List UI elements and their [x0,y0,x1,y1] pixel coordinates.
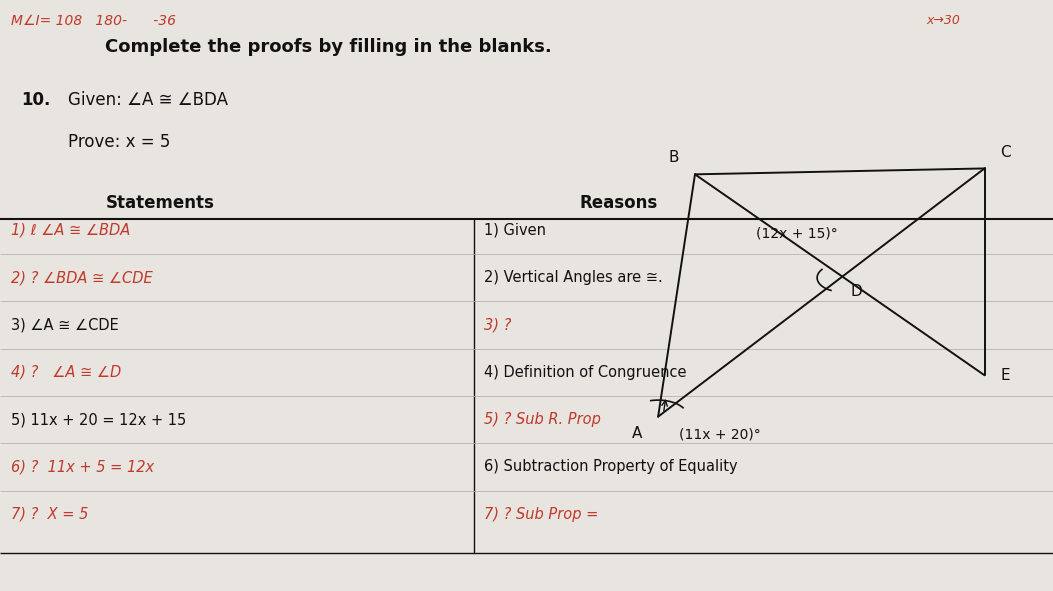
Text: 1) Given: 1) Given [484,223,547,238]
Text: 6) ?  11x + 5 = 12x: 6) ? 11x + 5 = 12x [11,459,154,475]
Text: Complete the proofs by filling in the blanks.: Complete the proofs by filling in the bl… [105,38,552,56]
Text: Reasons: Reasons [579,194,657,212]
Text: Prove: x = 5: Prove: x = 5 [68,133,171,151]
Text: 6) Subtraction Property of Equality: 6) Subtraction Property of Equality [484,459,738,475]
Text: 4) Definition of Congruence: 4) Definition of Congruence [484,365,687,380]
Text: Given: ∠A ≅ ∠BDA: Given: ∠A ≅ ∠BDA [68,92,229,109]
Text: (12x + 15)°: (12x + 15)° [756,226,838,241]
Text: 7) ? Sub Prop =: 7) ? Sub Prop = [484,506,599,522]
Text: 5) ? Sub R. Prop: 5) ? Sub R. Prop [484,412,601,427]
Text: E: E [1000,368,1010,383]
Text: x→30: x→30 [927,14,960,27]
Text: A: A [632,426,642,440]
Text: Statements: Statements [105,194,214,212]
Text: 3) ?: 3) ? [484,317,512,333]
Text: 3) ∠A ≅ ∠CDE: 3) ∠A ≅ ∠CDE [11,317,118,333]
Text: 2) ? ∠BDA ≅ ∠CDE: 2) ? ∠BDA ≅ ∠CDE [11,270,153,285]
Text: 5) 11x + 20 = 12x + 15: 5) 11x + 20 = 12x + 15 [11,412,185,427]
Text: 1) ℓ ∠A ≅ ∠BDA: 1) ℓ ∠A ≅ ∠BDA [11,223,130,238]
Text: 10.: 10. [21,92,51,109]
Text: 4) ?   ∠A ≅ ∠D: 4) ? ∠A ≅ ∠D [11,365,121,380]
Text: 2) Vertical Angles are ≅.: 2) Vertical Angles are ≅. [484,270,663,285]
Text: C: C [1000,145,1011,160]
Text: M∠I= 108   180-      -36: M∠I= 108 180- -36 [11,14,176,28]
Text: B: B [669,151,679,165]
Text: D: D [851,284,862,298]
Text: 7) ?  X = 5: 7) ? X = 5 [11,506,87,522]
Text: (11x + 20)°: (11x + 20)° [679,427,761,441]
